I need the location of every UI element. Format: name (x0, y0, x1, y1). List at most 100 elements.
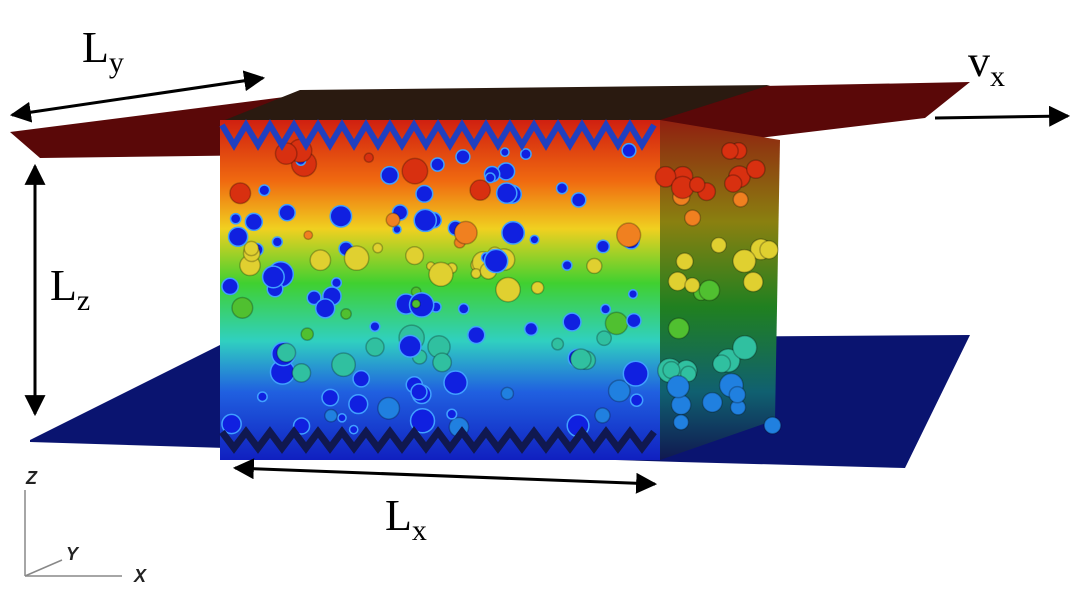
top-zigzag (219, 119, 657, 151)
particle (615, 222, 642, 248)
particle (221, 277, 239, 296)
axis-y-label: Y (66, 544, 80, 564)
particle (484, 172, 496, 184)
particle (683, 209, 702, 227)
particle (519, 148, 532, 161)
particle (621, 142, 637, 159)
particle (596, 330, 613, 347)
particle (455, 149, 471, 165)
particle (675, 252, 694, 271)
particle (698, 279, 721, 302)
particle (496, 162, 516, 181)
particle (759, 240, 779, 260)
lx-arrow (232, 458, 658, 494)
particle (701, 391, 723, 413)
particle (501, 220, 526, 245)
particle (732, 248, 757, 274)
particle (324, 408, 338, 423)
particle (415, 184, 434, 203)
particle (261, 265, 285, 289)
particle (586, 257, 603, 275)
particle (607, 379, 631, 403)
particle (555, 182, 569, 195)
particle (732, 334, 758, 361)
particle (430, 157, 445, 172)
particle (314, 298, 336, 319)
particle (243, 240, 260, 257)
particle (369, 320, 381, 333)
particle (278, 203, 296, 222)
particle (622, 360, 649, 387)
particle (469, 179, 492, 202)
particle (428, 261, 454, 288)
particle (274, 142, 298, 166)
lx-label: Lx (385, 491, 427, 547)
particle (453, 220, 478, 245)
particle (529, 234, 540, 245)
particle (710, 236, 728, 254)
particle (365, 337, 385, 357)
particle (401, 157, 429, 185)
particle (330, 277, 343, 289)
particle (600, 303, 612, 315)
particle (413, 208, 438, 233)
particle (551, 337, 565, 351)
particle (229, 212, 242, 225)
particle (742, 271, 764, 293)
particle (398, 334, 422, 358)
particle (457, 302, 470, 315)
particle (409, 408, 436, 434)
particle (523, 321, 539, 337)
particle (483, 248, 509, 274)
particle (340, 307, 353, 320)
particle (654, 165, 677, 188)
particle (626, 312, 642, 329)
ly-arrow (9, 70, 266, 123)
particle (569, 348, 592, 371)
particle (300, 327, 315, 341)
vx-arrow (934, 105, 1071, 127)
particle (221, 413, 242, 435)
particle (495, 276, 521, 303)
particle (410, 383, 428, 401)
particle (244, 212, 264, 232)
particle (570, 192, 587, 208)
particle (404, 246, 425, 266)
particle (408, 292, 435, 318)
particle (467, 325, 486, 345)
box-front (220, 120, 660, 460)
particle (271, 236, 283, 248)
particle (596, 239, 611, 254)
particle (443, 370, 468, 395)
particle (499, 147, 510, 158)
particle (329, 204, 353, 228)
particle (470, 267, 482, 280)
particle (352, 369, 371, 388)
particle (348, 394, 369, 415)
axis-x-label: X (133, 566, 147, 586)
particle (530, 280, 545, 295)
particle (728, 385, 747, 404)
particle (627, 288, 639, 300)
particles (221, 138, 782, 438)
vx-label: vx (968, 37, 1005, 93)
particle (721, 142, 739, 160)
particle (667, 271, 688, 292)
particle (500, 386, 515, 401)
particle (411, 298, 422, 309)
particle (309, 249, 332, 272)
particle (291, 362, 312, 383)
particle (343, 245, 370, 272)
particle (303, 230, 314, 241)
particle (385, 212, 401, 228)
particle (258, 184, 271, 197)
axis-z-label: Z (25, 468, 38, 488)
bottom-zigzag (219, 426, 657, 454)
particle (227, 226, 249, 248)
particle (684, 277, 701, 294)
particle (495, 182, 518, 204)
particle (229, 182, 252, 205)
particle (604, 311, 629, 336)
lz-label: Lz (50, 261, 90, 317)
